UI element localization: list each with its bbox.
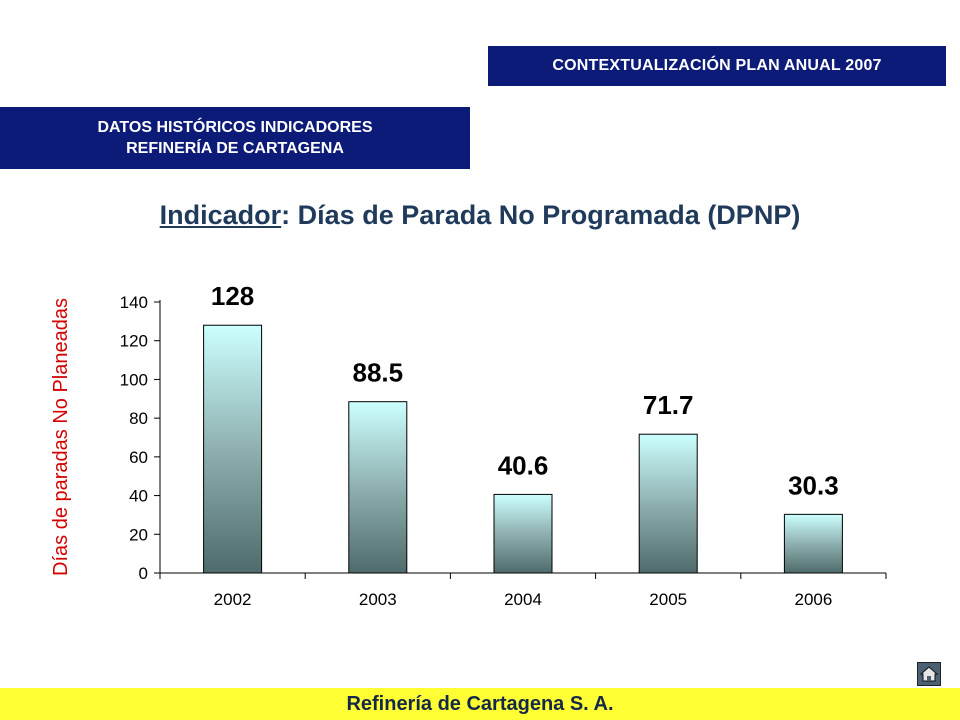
title-prefix: Indicador [159, 200, 282, 230]
section-line-2: REFINERÍA DE CARTAGENA [126, 140, 344, 157]
data-label: 40.6 [498, 450, 549, 480]
y-tick-label: 60 [129, 448, 148, 467]
x-tick-label: 2005 [649, 590, 687, 609]
data-label: 128 [211, 281, 254, 311]
bar-chart: 0 20 40 60 80 100 120 140 128 2002 88.5 2003 40.6 200… [50, 281, 887, 609]
x-tick-label: 2006 [794, 590, 832, 609]
context-label: CONTEXTUALIZACIÓN PLAN ANUAL 2007 [552, 57, 882, 74]
home-icon [920, 666, 938, 682]
bar [203, 324, 263, 574]
y-tick-label: 80 [129, 409, 148, 428]
x-tick-label: 2003 [359, 590, 397, 609]
context-banner: CONTEXTUALIZACIÓN PLAN ANUAL 2007 [488, 46, 946, 86]
title-rest: : Días de Parada No Programada (DPNP) [281, 200, 801, 230]
footer-company: Refinería de Cartagena S. A. [346, 692, 614, 715]
x-tick-label: 2004 [504, 590, 542, 609]
data-label: 30.3 [788, 470, 839, 500]
footer-bar: Refinería de Cartagena S. A. [0, 688, 960, 720]
data-label: 71.7 [643, 390, 694, 420]
home-button[interactable] [917, 662, 941, 686]
y-axis-title: Días de paradas No Planeadas [50, 298, 72, 576]
page-title: Indicador: Días de Parada No Programada … [0, 200, 960, 231]
y-tick-label: 20 [129, 525, 148, 544]
data-label: 88.5 [352, 358, 403, 388]
y-tick-label: 140 [120, 293, 148, 312]
y-tick-label: 40 [129, 487, 148, 506]
bar [783, 513, 843, 574]
bar [348, 401, 408, 574]
section-line-1: DATOS HISTÓRICOS INDICADORES [97, 119, 373, 136]
bar [638, 433, 698, 574]
bar [493, 493, 553, 574]
y-tick-label: 0 [139, 564, 148, 583]
y-tick-label: 100 [120, 370, 148, 389]
x-tick-label: 2002 [214, 590, 252, 609]
section-banner: DATOS HISTÓRICOS INDICADORES REFINERÍA D… [0, 107, 470, 169]
y-tick-label: 120 [120, 332, 148, 351]
